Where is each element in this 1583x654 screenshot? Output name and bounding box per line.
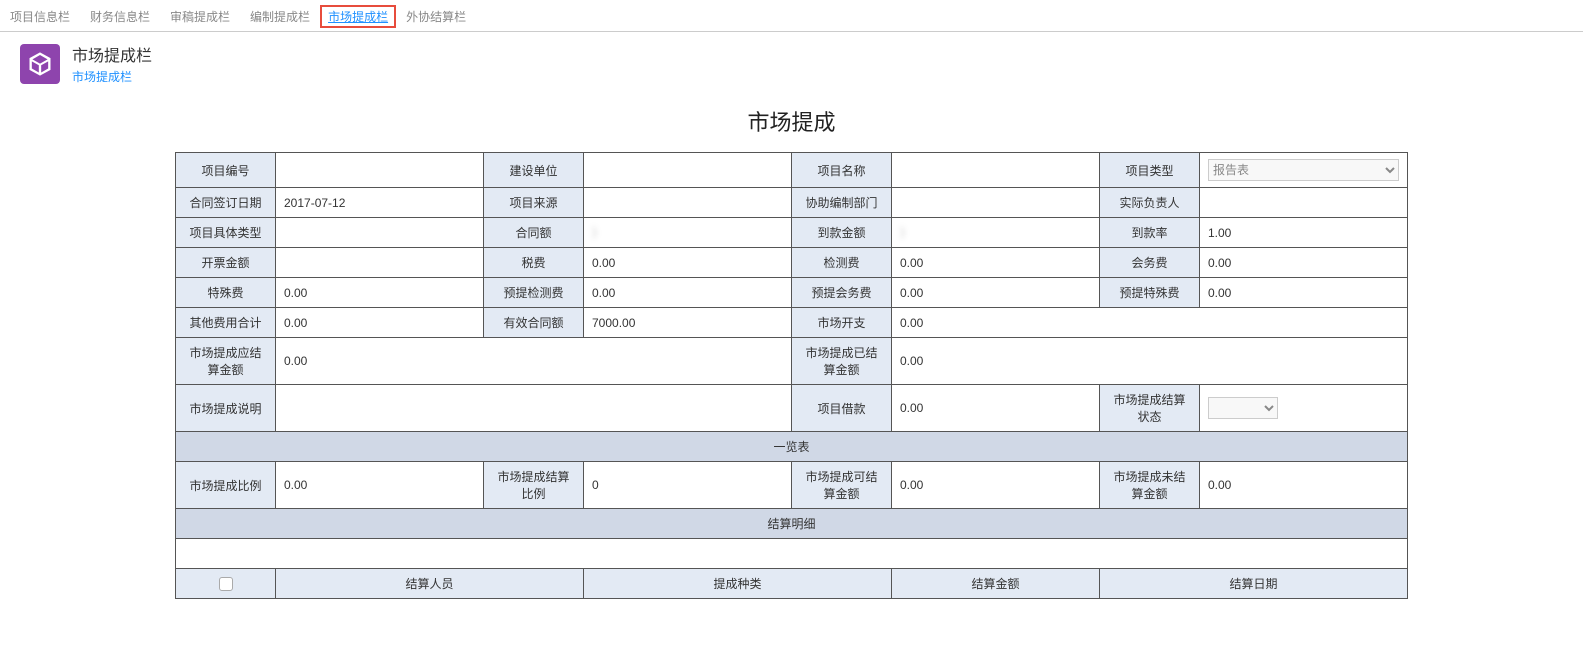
page-subtitle: 市场提成栏 — [72, 68, 152, 85]
label-market-settle-status: 市场提成结算状态 — [1100, 385, 1200, 432]
value-market-can-settle: 0.00 — [892, 462, 1100, 509]
value-other-fee-total: 0.00 — [276, 308, 484, 338]
label-meeting-fee: 会务费 — [1100, 248, 1200, 278]
label-project-subtype: 项目具体类型 — [176, 218, 276, 248]
col-person-header: 结算人员 — [276, 569, 584, 599]
cell-market-settle-status — [1200, 385, 1408, 432]
label-effective-amount: 有效合同额 — [484, 308, 584, 338]
label-project-no: 项目编号 — [176, 153, 276, 188]
label-project-name: 项目名称 — [792, 153, 892, 188]
col-amount-header: 结算金额 — [892, 569, 1100, 599]
value-project-no — [276, 153, 484, 188]
summary-table-header: 一览表 — [176, 432, 1408, 462]
label-market-can-settle: 市场提成可结算金额 — [792, 462, 892, 509]
label-contract-amount: 合同额 — [484, 218, 584, 248]
value-project-name — [892, 153, 1100, 188]
label-market-note: 市场提成说明 — [176, 385, 276, 432]
project-type-select[interactable]: 报告表 — [1208, 159, 1399, 181]
tab-market-commission[interactable]: 市场提成栏 — [328, 10, 388, 24]
label-project-source: 项目来源 — [484, 188, 584, 218]
value-project-subtype — [276, 218, 484, 248]
col-type-header: 提成种类 — [584, 569, 892, 599]
label-project-loan: 项目借款 — [792, 385, 892, 432]
value-assist-dept — [892, 188, 1100, 218]
value-market-ratio: 0.00 — [276, 462, 484, 509]
label-test-fee: 检测费 — [792, 248, 892, 278]
tab-review-commission[interactable]: 审稿提成栏 — [160, 5, 240, 28]
label-market-should-settle: 市场提成应结算金额 — [176, 338, 276, 385]
value-test-fee: 0.00 — [892, 248, 1100, 278]
value-pre-special-fee: 0.00 — [1200, 278, 1408, 308]
label-project-type: 项目类型 — [1100, 153, 1200, 188]
label-market-expense: 市场开支 — [792, 308, 892, 338]
value-received-rate: 1.00 — [1200, 218, 1408, 248]
label-pre-test-fee: 预提检测费 — [484, 278, 584, 308]
value-pre-meeting-fee: 0.00 — [892, 278, 1100, 308]
tab-bar: 项目信息栏 财务信息栏 审稿提成栏 编制提成栏 市场提成栏 外协结算栏 — [0, 0, 1583, 32]
tab-active-highlight: 市场提成栏 — [320, 5, 396, 28]
settle-detail-spacer — [176, 539, 1408, 569]
value-invoice-amount — [276, 248, 484, 278]
cell-project-type: 报告表 — [1200, 153, 1408, 188]
tab-finance-info[interactable]: 财务信息栏 — [80, 5, 160, 28]
tab-outsource-settle[interactable]: 外协结算栏 — [396, 5, 476, 28]
value-contract-amount: ） — [584, 218, 792, 248]
label-assist-dept: 协助编制部门 — [792, 188, 892, 218]
value-project-source — [584, 188, 792, 218]
tab-project-info[interactable]: 项目信息栏 — [0, 5, 80, 28]
value-special-fee: 0.00 — [276, 278, 484, 308]
label-market-settle-ratio: 市场提成结算比例 — [484, 462, 584, 509]
page-title: 市场提成栏 — [72, 42, 152, 66]
label-pre-meeting-fee: 预提会务费 — [792, 278, 892, 308]
value-tax-fee: 0.00 — [584, 248, 792, 278]
value-contract-date: 2017-07-12 — [276, 188, 484, 218]
value-market-settled: 0.00 — [892, 338, 1408, 385]
label-market-settled: 市场提成已结算金额 — [792, 338, 892, 385]
tab-compile-commission[interactable]: 编制提成栏 — [240, 5, 320, 28]
value-market-expense: 0.00 — [892, 308, 1408, 338]
label-invoice-amount: 开票金额 — [176, 248, 276, 278]
label-build-unit: 建设单位 — [484, 153, 584, 188]
form-table: 项目编号 建设单位 项目名称 项目类型 报告表 合同签订日期 2017-07-1… — [175, 152, 1408, 599]
label-special-fee: 特殊费 — [176, 278, 276, 308]
value-market-note — [276, 385, 792, 432]
value-effective-amount: 7000.00 — [584, 308, 792, 338]
section-title: 市场提成 — [0, 105, 1583, 137]
label-market-ratio: 市场提成比例 — [176, 462, 276, 509]
cube-icon — [20, 44, 60, 84]
col-date-header: 结算日期 — [1100, 569, 1408, 599]
value-responsible — [1200, 188, 1408, 218]
market-settle-status-select[interactable] — [1208, 397, 1278, 419]
value-market-settle-ratio: 0 — [584, 462, 792, 509]
label-responsible: 实际负责人 — [1100, 188, 1200, 218]
settle-detail-header: 结算明细 — [176, 509, 1408, 539]
page-header: 市场提成栏 市场提成栏 — [0, 32, 1583, 95]
label-market-unsettled: 市场提成未结算金额 — [1100, 462, 1200, 509]
value-market-unsettled: 0.00 — [1200, 462, 1408, 509]
checkbox-all[interactable] — [219, 577, 233, 591]
label-received-amount: 到款金额 — [792, 218, 892, 248]
header-text: 市场提成栏 市场提成栏 — [72, 42, 152, 85]
value-build-unit — [584, 153, 792, 188]
value-received-amount: ） — [892, 218, 1100, 248]
col-checkbox-header — [176, 569, 276, 599]
label-tax-fee: 税费 — [484, 248, 584, 278]
value-meeting-fee: 0.00 — [1200, 248, 1408, 278]
value-project-loan: 0.00 — [892, 385, 1100, 432]
value-pre-test-fee: 0.00 — [584, 278, 792, 308]
value-market-should-settle: 0.00 — [276, 338, 792, 385]
label-received-rate: 到款率 — [1100, 218, 1200, 248]
label-pre-special-fee: 预提特殊费 — [1100, 278, 1200, 308]
label-other-fee-total: 其他费用合计 — [176, 308, 276, 338]
label-contract-date: 合同签订日期 — [176, 188, 276, 218]
